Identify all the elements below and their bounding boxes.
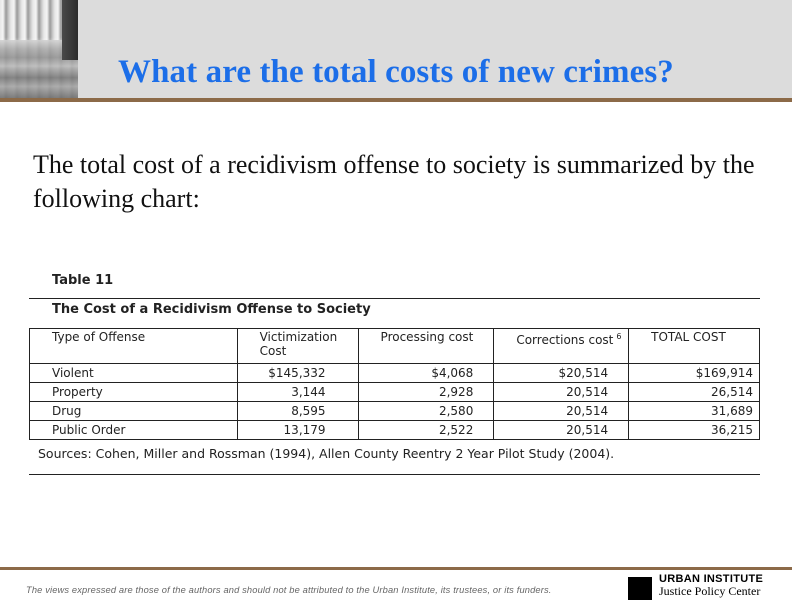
footnote-marker: 6 xyxy=(616,332,622,341)
table-title: The Cost of a Recidivism Offense to Soci… xyxy=(52,302,371,317)
logo-subtitle: Justice Policy Center xyxy=(659,584,761,598)
cell-total: $169,914 xyxy=(628,363,760,383)
table-top-rule xyxy=(29,298,760,299)
cell-corrections: 20,514 xyxy=(493,420,630,440)
cost-table: Type of Offense Victimization Cost Proce… xyxy=(29,328,760,440)
cell-victimization: 8,595 xyxy=(236,401,359,421)
cell-total: 36,215 xyxy=(628,420,760,440)
cell-total: 26,514 xyxy=(628,382,760,402)
cell-type: Violent xyxy=(29,363,238,383)
cell-type: Drug xyxy=(29,401,238,421)
cell-processing: 2,928 xyxy=(357,382,495,402)
column-header-victimization: Victimization Cost xyxy=(236,328,359,364)
logo-org-name: URBAN INSTITUTE xyxy=(659,573,764,585)
slide-header: What are the total costs of new crimes? xyxy=(0,0,792,98)
table-label: Table 11 xyxy=(52,273,114,288)
column-header-processing: Processing cost xyxy=(357,328,495,364)
table-row: Drug 8,595 2,580 20,514 31,689 xyxy=(29,401,760,421)
cell-victimization: $145,332 xyxy=(236,363,359,383)
cell-corrections: 20,514 xyxy=(493,401,630,421)
footer-divider xyxy=(0,567,792,570)
cell-type: Public Order xyxy=(29,420,238,440)
table-row: Public Order 13,179 2,522 20,514 36,215 xyxy=(29,420,760,440)
cell-victimization: 3,144 xyxy=(236,382,359,402)
table-sources: Sources: Cohen, Miller and Rossman (1994… xyxy=(38,446,615,461)
cell-processing: 2,522 xyxy=(357,420,495,440)
cell-processing: 2,580 xyxy=(357,401,495,421)
footer-disclaimer: The views expressed are those of the aut… xyxy=(26,585,552,595)
cell-type: Property xyxy=(29,382,238,402)
column-header-corrections: Corrections cost 6 xyxy=(493,328,630,364)
table-row: Violent $145,332 $4,068 $20,514 $169,914 xyxy=(29,363,760,383)
cell-corrections: $20,514 xyxy=(493,363,630,383)
cell-corrections: 20,514 xyxy=(493,382,630,402)
cell-processing: $4,068 xyxy=(357,363,495,383)
cell-victimization: 13,179 xyxy=(236,420,359,440)
column-photo-shadow xyxy=(62,0,78,60)
header-divider xyxy=(0,98,792,102)
table-bottom-rule xyxy=(29,474,760,475)
table-header-row: Type of Offense Victimization Cost Proce… xyxy=(29,328,760,364)
slide-title: What are the total costs of new crimes? xyxy=(118,54,674,90)
column-header-type: Type of Offense xyxy=(29,328,238,364)
table-row: Property 3,144 2,928 20,514 26,514 xyxy=(29,382,760,402)
column-header-total: TOTAL COST xyxy=(628,328,760,364)
urban-institute-logo-icon xyxy=(628,577,652,600)
intro-text: The total cost of a recidivism offense t… xyxy=(33,150,755,213)
cell-total: 31,689 xyxy=(628,401,760,421)
